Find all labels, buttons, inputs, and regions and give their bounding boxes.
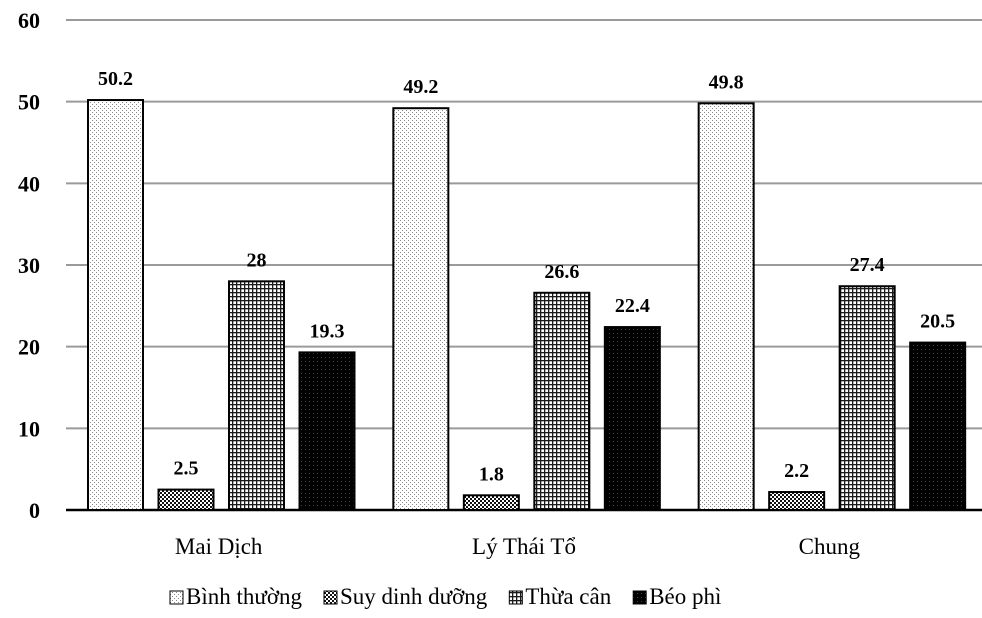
y-tick-label: 50 — [18, 90, 40, 115]
legend-label: Béo phì — [649, 584, 721, 609]
legend-label: Thừa cân — [525, 584, 611, 609]
category-label-mai-dich: Mai Dịch — [175, 534, 263, 559]
data-label: 2.2 — [784, 460, 809, 482]
bar-beo-phi-mai-dich — [298, 351, 356, 511]
y-tick-label: 30 — [18, 253, 40, 278]
data-label: 26.6 — [544, 261, 579, 283]
bar-thua-can-ly-thai-to — [533, 291, 591, 511]
data-label: 19.3 — [310, 320, 345, 342]
data-label: 28 — [247, 249, 267, 271]
legend-item-beo-phi: Béo phì — [632, 584, 721, 609]
y-axis-ticks: 0 10 20 30 40 50 60 — [18, 8, 40, 523]
x-axis-categories: Mai Dịch Lý Thái Tổ Chung — [175, 534, 861, 559]
legend-swatch — [632, 590, 647, 605]
bar-suy-dinh-duong-mai-dich — [157, 488, 215, 512]
y-tick-label: 10 — [18, 416, 40, 441]
legend-label: Suy dinh dưỡng — [340, 584, 488, 609]
y-tick-label: 20 — [18, 335, 40, 360]
y-tick-label: 60 — [18, 8, 40, 33]
legend-item-suy-dinh-duong: Suy dinh dưỡng — [323, 584, 488, 609]
category-label-ly-thai-to: Lý Thái Tổ — [472, 534, 576, 559]
category-label-chung: Chung — [799, 534, 861, 559]
legend-item-binh-thuong: Bình thường — [169, 584, 302, 609]
legend-item-thua-can: Thừa cân — [508, 584, 612, 609]
data-label: 22.4 — [615, 295, 650, 317]
bar-thua-can-mai-dich — [228, 280, 285, 512]
y-tick-label: 0 — [29, 498, 40, 523]
legend-swatch — [169, 590, 184, 605]
bar-binh-thuong-ly-thai-to — [392, 107, 450, 511]
data-label: 49.8 — [709, 71, 744, 93]
bar-beo-phi-chung — [909, 341, 967, 512]
bar-suy-dinh-duong-ly-thai-to — [462, 494, 520, 511]
bars — [87, 99, 967, 512]
data-label: 27.4 — [850, 254, 885, 276]
data-labels: 50.2 2.5 28 19.3 49.2 1.8 26.6 22.4 49.8 2.2 27.4 2… — [98, 68, 955, 485]
bar-beo-phi-ly-thai-to — [603, 326, 661, 512]
bar-binh-thuong-mai-dich — [87, 99, 144, 512]
bar-thua-can-chung — [838, 285, 896, 511]
legend-label: Bình thường — [186, 584, 302, 609]
data-label: 20.5 — [920, 311, 955, 333]
legend-swatch — [323, 590, 338, 605]
data-label: 49.2 — [403, 76, 438, 98]
data-label: 2.5 — [174, 458, 199, 480]
bar-suy-dinh-duong-chung — [768, 491, 826, 511]
legend: Bình thường Suy dinh dưỡng Thừa cân Béo phì — [169, 584, 721, 609]
y-tick-label: 40 — [18, 171, 40, 196]
legend-swatch — [508, 590, 523, 605]
data-label: 1.8 — [479, 463, 504, 485]
data-label: 50.2 — [98, 68, 133, 90]
gridlines — [66, 19, 982, 512]
bar-binh-thuong-chung — [697, 102, 755, 512]
